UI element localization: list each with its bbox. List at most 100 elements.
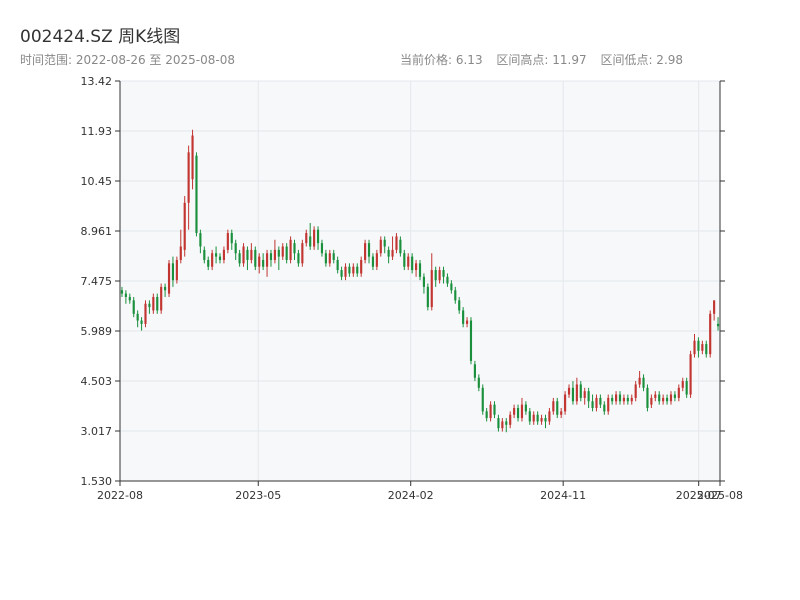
candle-body (148, 303, 151, 308)
candle-body (285, 246, 288, 260)
candle (171, 256, 175, 287)
candle (120, 286, 124, 297)
candle-body (673, 394, 676, 398)
candle (187, 145, 190, 230)
candle-body (399, 239, 402, 254)
candle (144, 300, 147, 328)
candle (665, 394, 669, 405)
candle (618, 391, 622, 405)
current-price: 当前价格: 6.13 (400, 53, 483, 67)
candle-body (316, 229, 320, 244)
candle-body (513, 407, 516, 415)
candle (528, 407, 531, 425)
candle-body (544, 418, 547, 422)
candle-body (222, 249, 225, 260)
candle (532, 411, 535, 425)
candle (222, 246, 225, 264)
candle (426, 283, 429, 311)
candle (434, 266, 437, 287)
candle-body (164, 286, 167, 291)
candle-body (454, 290, 457, 301)
candle-body (218, 256, 222, 260)
candle (167, 259, 171, 297)
candle-body (379, 239, 382, 254)
candle-body (297, 253, 300, 264)
candle-body (171, 263, 175, 281)
candle-body (693, 340, 696, 355)
candle-body (367, 243, 371, 257)
candle (415, 259, 418, 277)
candle-body (665, 397, 669, 402)
candle (250, 243, 253, 264)
candle-body (654, 394, 657, 398)
candle (465, 317, 469, 328)
candle-body (375, 253, 378, 267)
candle-body (152, 296, 155, 311)
candle-body (167, 263, 171, 294)
candle-body (371, 256, 375, 267)
candle (630, 394, 633, 405)
candle-body (226, 233, 229, 250)
candle-body (207, 259, 210, 267)
candle (646, 384, 649, 412)
candle (132, 296, 135, 318)
candle (128, 293, 131, 304)
candle-body (583, 391, 586, 398)
candle-body (140, 320, 143, 324)
candle-body (709, 313, 712, 355)
candle (513, 404, 516, 419)
candle-body (313, 229, 316, 247)
candle (501, 418, 504, 432)
candle (677, 384, 680, 402)
candle (575, 377, 578, 405)
x-tick-label: 2025-07 (676, 489, 722, 502)
y-tick-label: 13.42 (81, 75, 113, 88)
y-tick-label: 3.017 (81, 425, 113, 438)
candle (552, 397, 555, 415)
candle-body (505, 421, 508, 425)
candle-body (622, 397, 625, 402)
candle-body (360, 259, 363, 274)
candle (560, 407, 563, 419)
candle-body (618, 394, 622, 402)
candle (160, 283, 163, 314)
candle (454, 286, 457, 304)
candle (379, 236, 382, 257)
x-tick-label: 2024-02 (388, 489, 434, 502)
candle (340, 266, 343, 281)
candle (481, 384, 484, 415)
candle (591, 394, 594, 412)
candle (701, 340, 704, 355)
candle-body (630, 397, 633, 402)
candle-body (305, 233, 308, 244)
candle (301, 239, 304, 267)
candle-body (211, 253, 214, 267)
candle-body (364, 243, 367, 260)
y-tick-label: 10.45 (81, 175, 113, 188)
candle (544, 414, 547, 429)
candle (556, 397, 559, 419)
candle-body (262, 259, 265, 267)
candle (462, 307, 465, 328)
candle-body (685, 381, 688, 395)
candle-body (265, 253, 269, 267)
candle (316, 226, 320, 250)
x-tick-label: 2023-05 (235, 489, 281, 502)
candle (234, 239, 237, 260)
candle (516, 404, 520, 422)
candle-body (532, 414, 535, 422)
candle-body (591, 401, 594, 408)
candle-body (567, 387, 571, 395)
candle-body (697, 340, 700, 351)
x-tick-label: 2022-08 (97, 489, 143, 502)
candle (493, 401, 496, 419)
candle (579, 381, 582, 402)
candle (175, 256, 178, 284)
candle-body (395, 236, 398, 250)
candle (622, 394, 625, 405)
candle-body (120, 290, 124, 294)
candle (140, 317, 143, 331)
candle-body (136, 313, 139, 321)
candle-body (501, 421, 504, 429)
x-tick-label: 2025-08 (697, 489, 743, 502)
